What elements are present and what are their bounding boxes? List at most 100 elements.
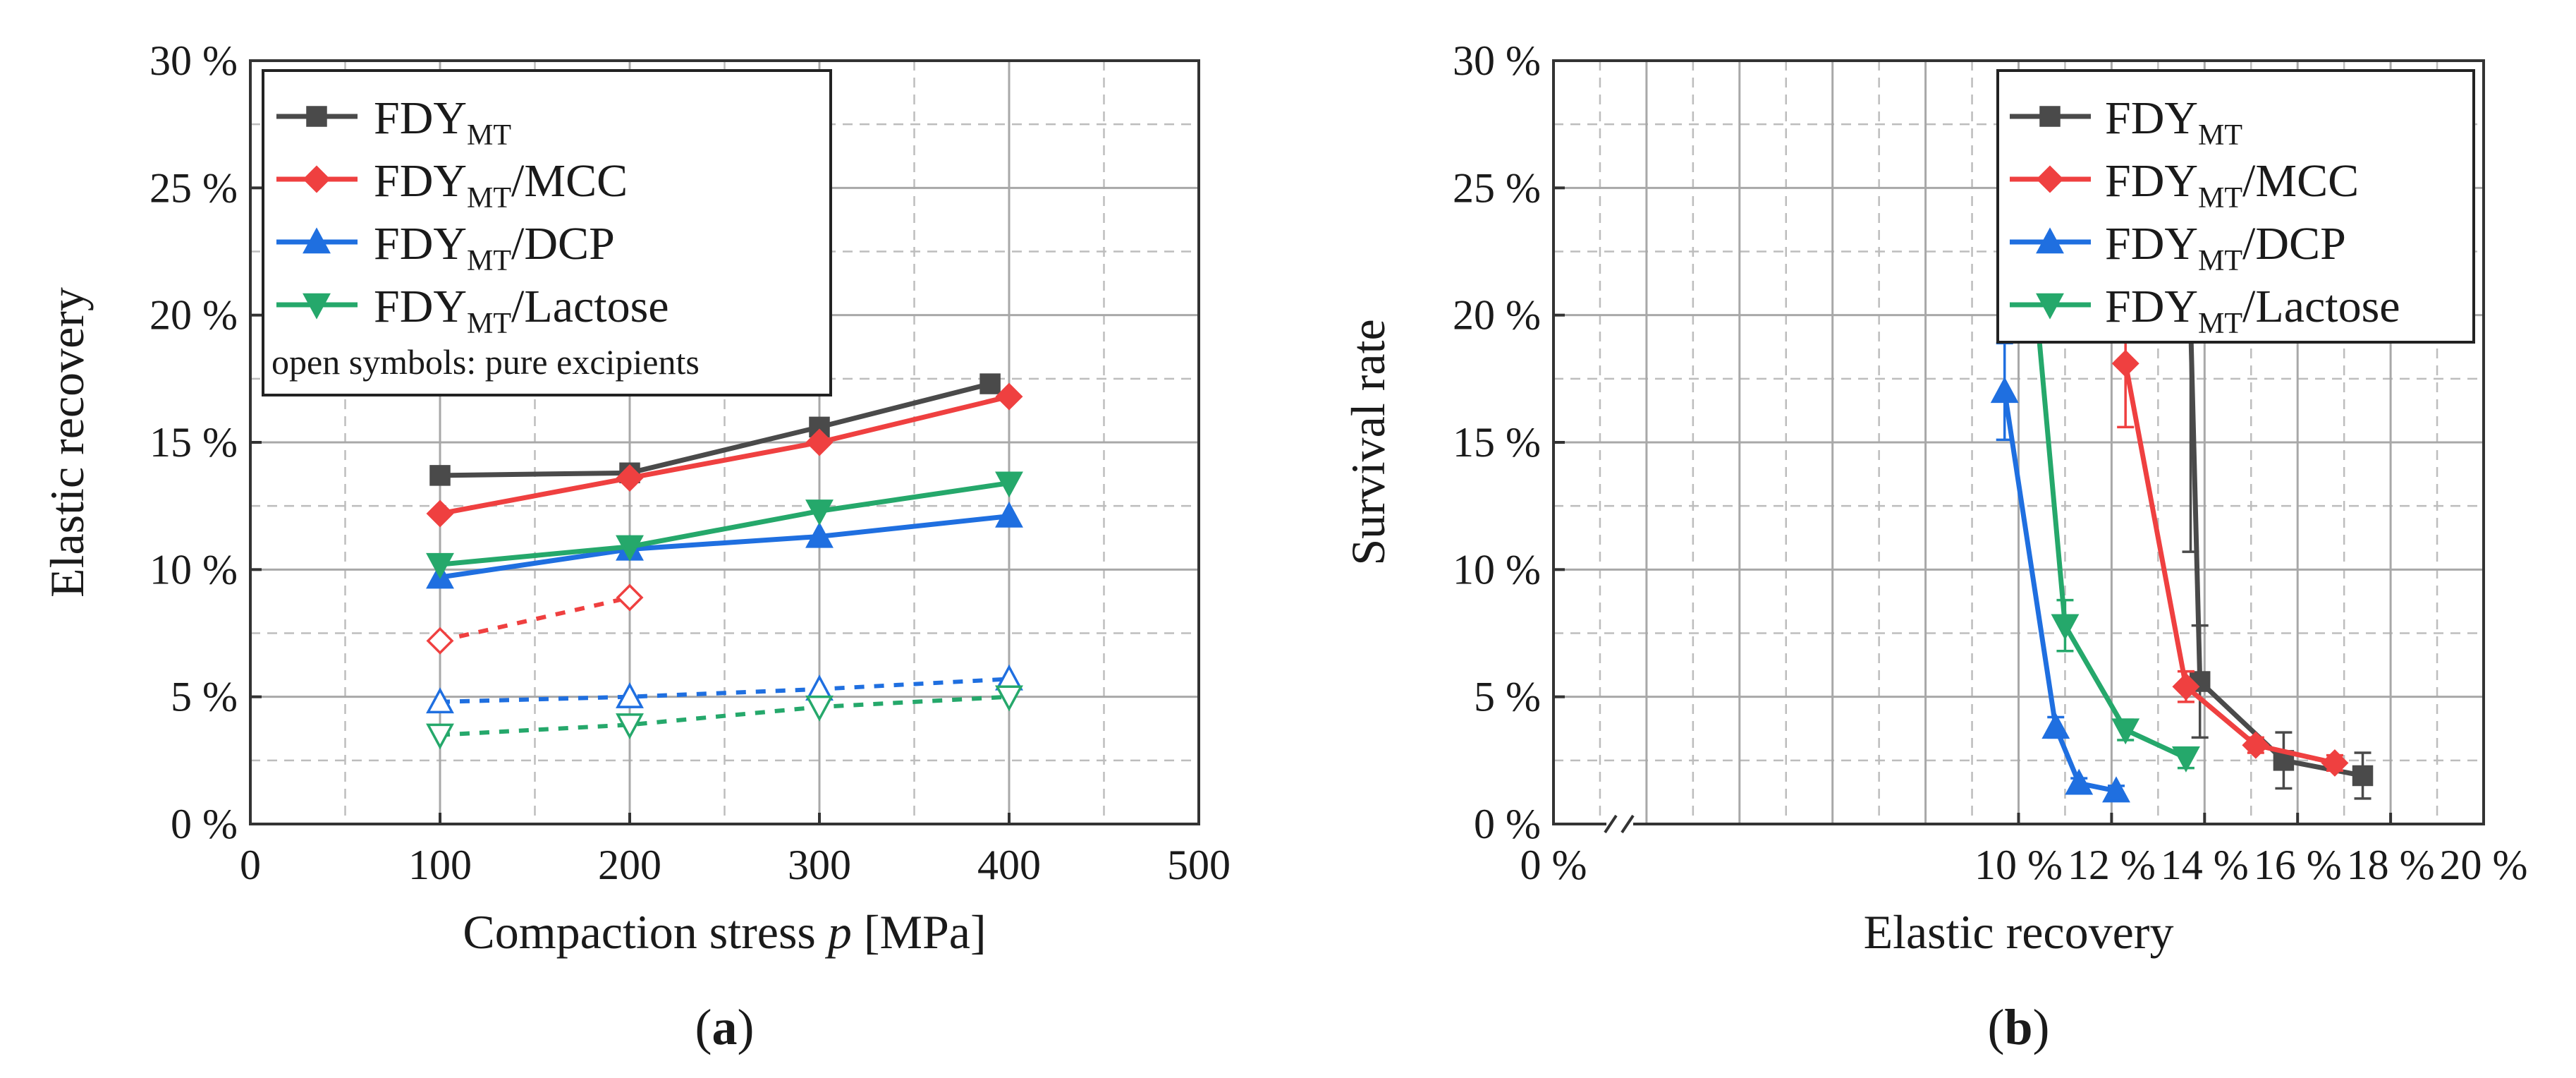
legend-label-1: FDYMT/MCC [374, 155, 628, 214]
y-axis-label-a: Elastic recovery [40, 287, 94, 598]
legend-swatch-marker [303, 293, 331, 320]
data-point [2065, 768, 2094, 795]
series-fdy-mt-lactose [426, 471, 1023, 579]
y-tick-label: 15 % [1453, 419, 1541, 466]
data-point [995, 382, 1023, 411]
y-tick-label: 10 % [149, 546, 238, 593]
series-fdy-mt-mcc [2111, 298, 2349, 777]
y-tick-label: 20 % [1453, 292, 1541, 339]
legend-swatch-marker [306, 106, 327, 127]
data-point [979, 373, 1001, 394]
data-point [429, 465, 451, 486]
legend-note: open symbols: pure excipients [271, 342, 700, 382]
legend-label-0: FDYMT [2105, 92, 2242, 152]
data-point [426, 626, 454, 655]
legend-label-1: FDYMT/MCC [2105, 155, 2359, 214]
y-tick-label: 30 % [149, 37, 238, 84]
data-point [805, 521, 834, 548]
y-tick-label: 5 % [1474, 674, 1541, 720]
legend-label-3: FDYMT/Lactose [374, 281, 669, 340]
y-tick-label: 10 % [1453, 546, 1541, 593]
x-tick-label: 0 % [1520, 842, 1587, 888]
y-tick-label: 20 % [149, 292, 238, 339]
x-tick-label: 500 [1167, 842, 1231, 888]
legend-swatch-marker [2036, 293, 2064, 320]
x-tick-label: 18 % [2347, 842, 2435, 888]
data-point [616, 464, 644, 492]
data-point [805, 499, 834, 526]
x-axis-label-a: Compaction stress p [MPa] [463, 905, 986, 959]
y-tick-label: 25 % [149, 164, 238, 211]
data-point [2321, 749, 2349, 777]
data-point [426, 499, 454, 528]
x-tick-label: 20 % [2440, 842, 2528, 888]
data-point [616, 583, 644, 612]
x-tick-label: 16 % [2254, 842, 2342, 888]
legend-a: FDYMTFDYMT/MCCFDYMT/DCPFDYMT/Lactoseopen… [262, 69, 832, 396]
legend-label-2: FDYMT/DCP [2105, 218, 2346, 277]
chart-b: 0 % 10 % 12 % 14 % 16 % 18 % 20 %0 %5 %10 %15 … [1341, 37, 2527, 1055]
data-point [2171, 746, 2200, 773]
data-point [2102, 776, 2130, 803]
data-point [2111, 349, 2139, 377]
data-point [426, 552, 454, 579]
data-point [995, 501, 1023, 528]
data-point [616, 535, 644, 562]
y-tick-label: 15 % [149, 419, 238, 466]
legend-swatch-marker [303, 165, 331, 193]
legend-swatch-marker [2036, 165, 2064, 193]
y-tick-label: 30 % [1453, 37, 1541, 84]
axis-break-mark [1620, 814, 1635, 834]
data-point [426, 723, 454, 750]
data-point [2242, 731, 2270, 759]
data-point [616, 713, 644, 740]
data-point [2352, 765, 2374, 787]
chart-a: 0 100 200 300 400 500 0 % 5 % 10 % 15 % 20 % 25 % 30… [40, 37, 1231, 1055]
series-line [439, 394, 1010, 516]
series-line [439, 514, 1010, 580]
legend-swatch-marker [2039, 106, 2061, 127]
legend-label-2: FDYMT/DCP [374, 218, 615, 277]
series-line [439, 595, 630, 643]
x-tick-label: 200 [598, 842, 661, 888]
series-mcc-pure-excipient [426, 583, 644, 655]
panel-label-b: (b) [1987, 999, 2049, 1055]
legend-swatch-marker [303, 227, 331, 254]
series-fdy-mt [429, 373, 1001, 486]
series-line [2123, 363, 2336, 765]
data-point [805, 695, 834, 722]
data-point [2041, 713, 2070, 739]
series-fdy-mt-mcc [426, 382, 1023, 528]
legend-swatch-marker [2036, 227, 2064, 254]
data-point [805, 428, 834, 456]
series-line [439, 694, 1010, 737]
series-line [2188, 322, 2364, 778]
x-tick-label: 14 % [2161, 842, 2249, 888]
data-point [1990, 377, 2019, 404]
legend-box [262, 69, 832, 396]
series-line [2025, 213, 2187, 761]
y-axis-label-b: Survival rate [1341, 319, 1395, 565]
series-fdy-mt-dcp [1990, 341, 2130, 803]
series-line [439, 381, 991, 478]
x-tick-label: 12 % [2068, 842, 2156, 888]
x-tick-label: 100 [408, 842, 472, 888]
series-fdy-mt-dcp [426, 501, 1023, 589]
series-line [439, 677, 1010, 704]
x-tick-label: 0 [240, 842, 261, 888]
y-tick-label: 5 % [171, 674, 238, 720]
x-tick-label: 300 [788, 842, 851, 888]
panel-label-a: (a) [695, 999, 755, 1055]
data-point [2172, 672, 2200, 701]
legend-label-3: FDYMT/Lactose [2105, 281, 2400, 340]
y-tick-label: 25 % [1453, 164, 1541, 211]
data-point [426, 687, 454, 714]
x-axis-label-b: Elastic recovery [1864, 905, 2174, 959]
legend-label-0: FDYMT [374, 92, 511, 152]
series-lactose-pure-excipient [426, 685, 1023, 750]
axis-break-mark [1604, 814, 1618, 834]
data-point [616, 682, 644, 708]
data-point [2051, 614, 2080, 641]
